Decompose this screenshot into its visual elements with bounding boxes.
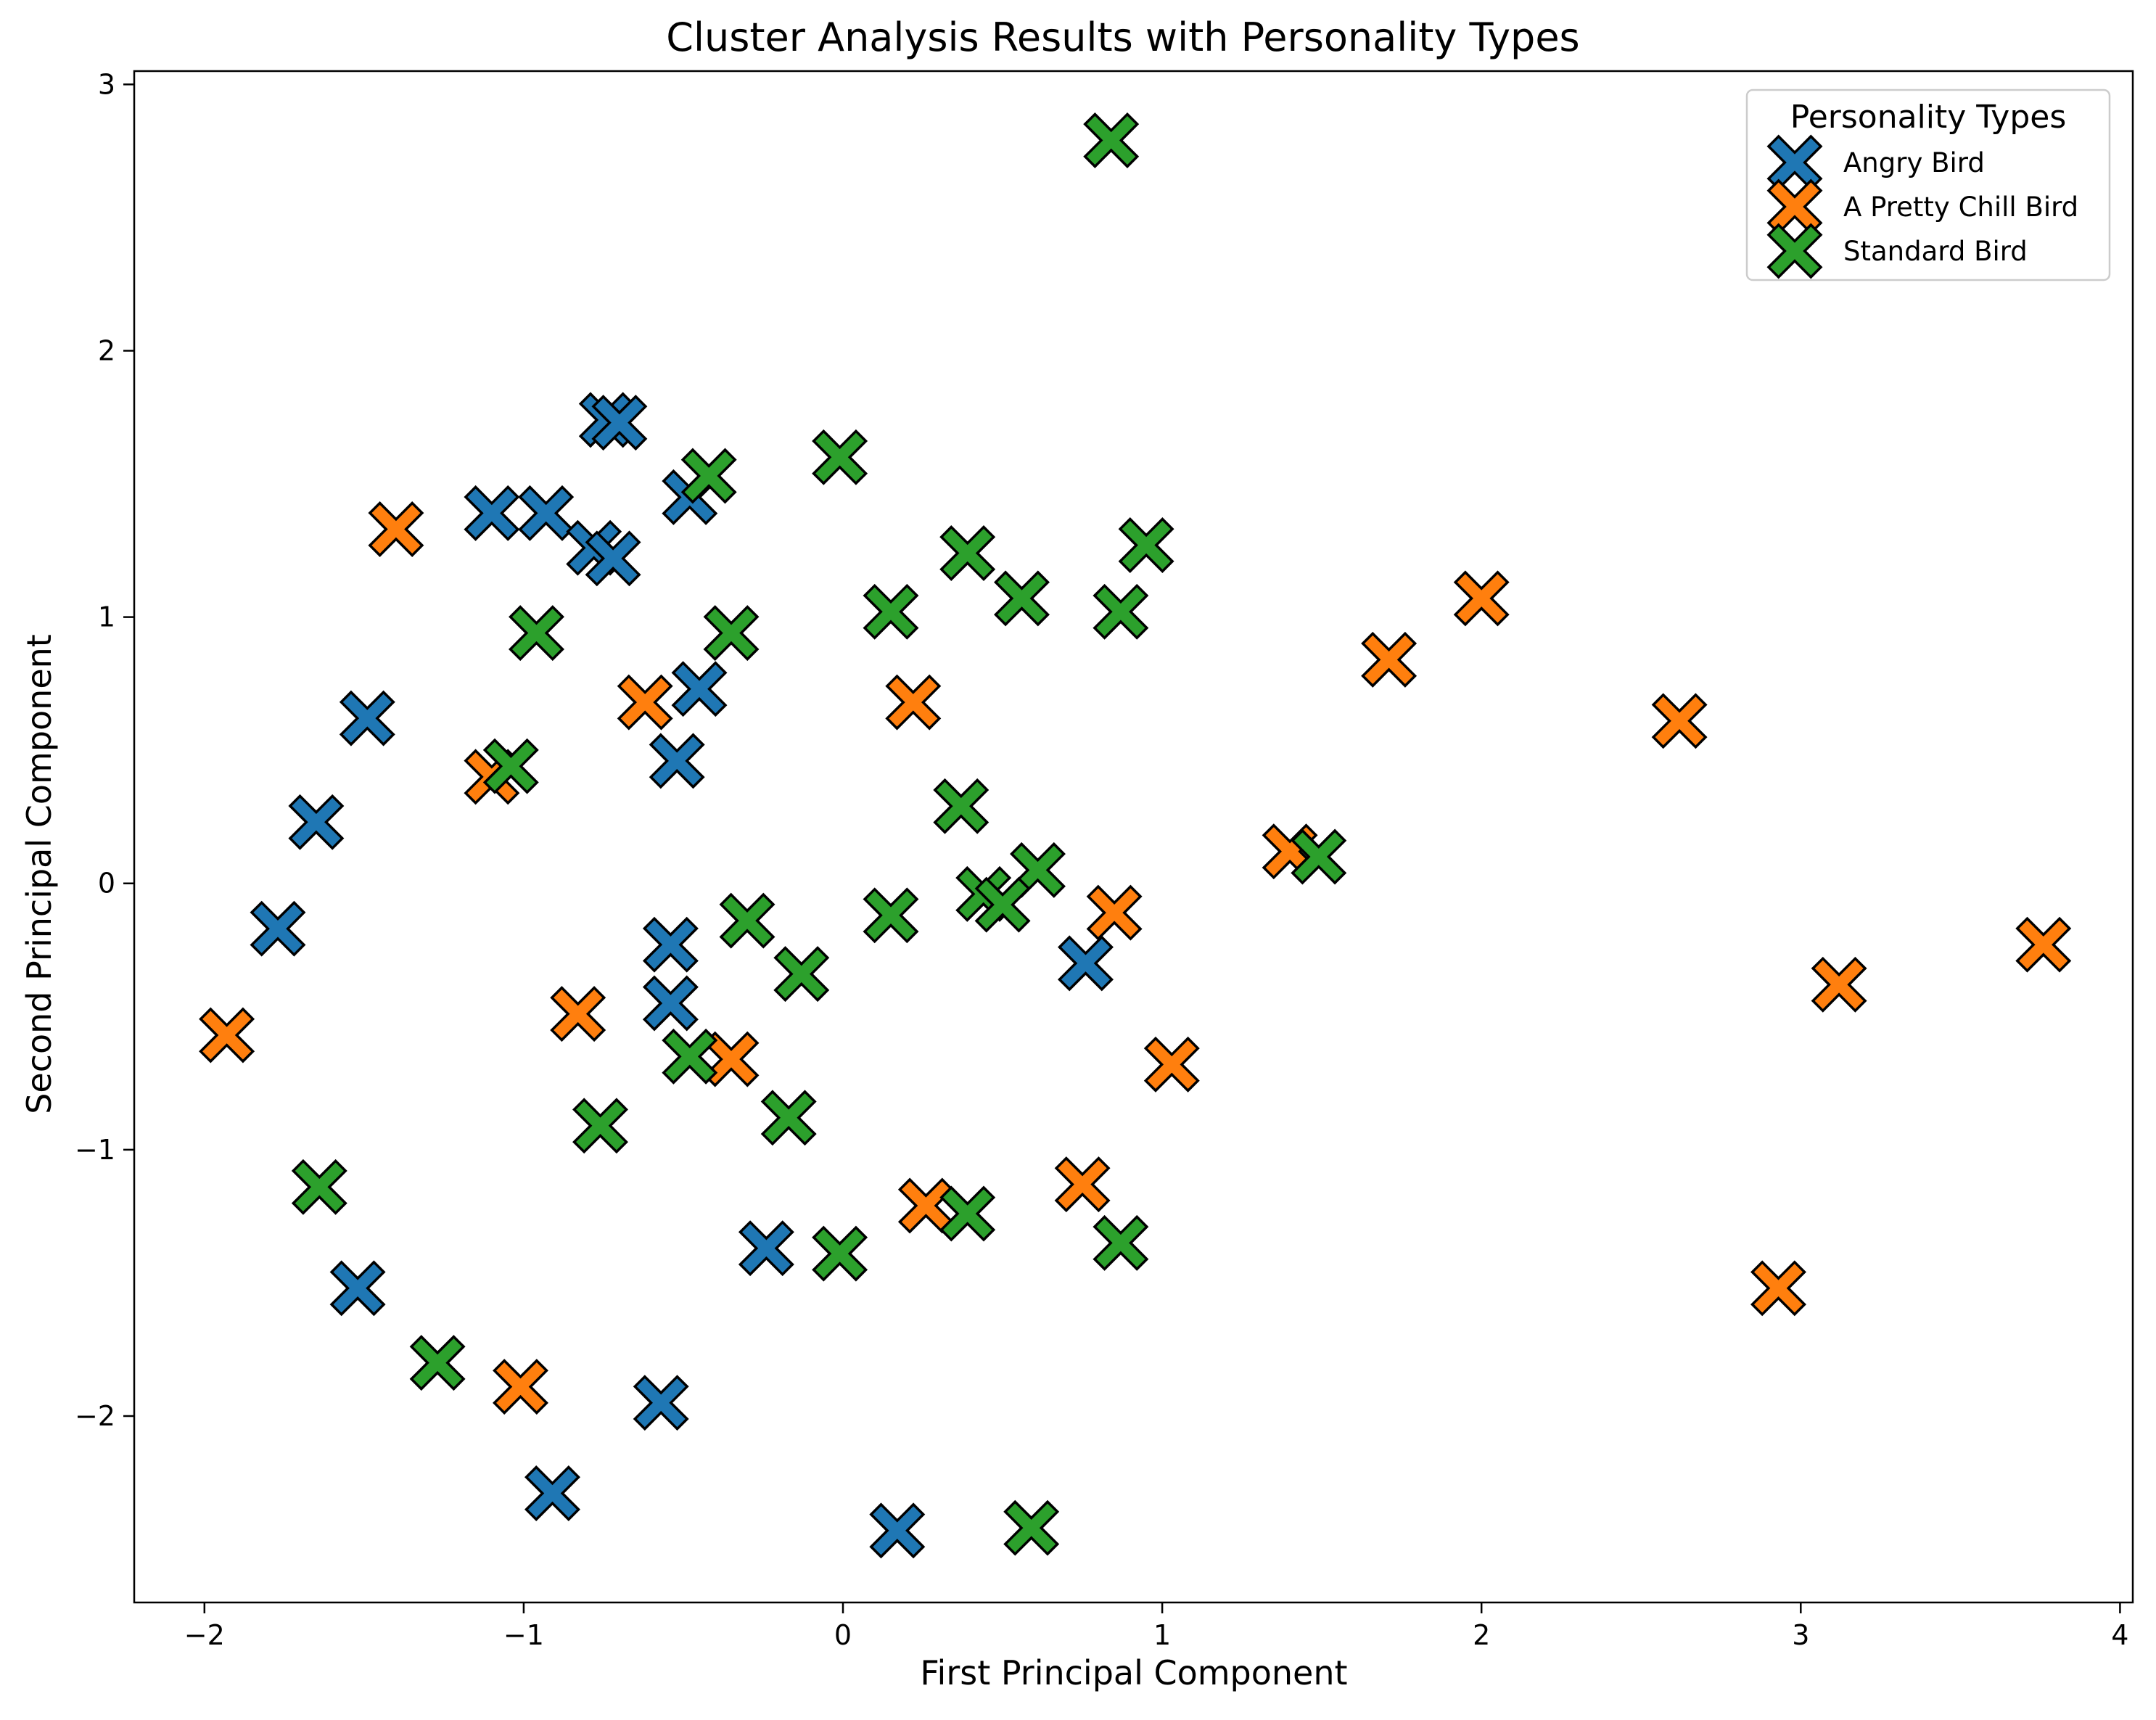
legend-marker [1766, 223, 1823, 279]
data-point [250, 900, 306, 957]
data-point [509, 605, 564, 662]
x-tick-label: 1 [1153, 1619, 1171, 1651]
data-point [812, 1225, 868, 1282]
x-tick-label: −1 [503, 1619, 544, 1651]
legend-title: Personality Types [1790, 99, 2067, 136]
data-point [1143, 1036, 1200, 1093]
series-standard-bird [291, 112, 1347, 1556]
data-points [199, 112, 2072, 1559]
data-point [869, 1502, 926, 1559]
legend-label: A Pretty Chill Bird [1843, 192, 2078, 223]
chart-title: Cluster Analysis Results with Personalit… [666, 15, 1579, 60]
y-axis-label: Second Principal Component [20, 634, 59, 1114]
data-point [760, 1090, 817, 1146]
data-point [1093, 583, 1149, 640]
series-a-pretty-chill-bird [199, 501, 2072, 1415]
data-point [1361, 631, 1418, 688]
data-point [642, 916, 699, 973]
x-axis-label: First Principal Component [920, 1653, 1347, 1692]
data-point [585, 530, 641, 587]
data-point [329, 1260, 386, 1317]
data-point [1750, 1260, 1806, 1317]
x-tick-label: 4 [2111, 1619, 2128, 1651]
data-point [1453, 570, 1510, 627]
data-point [339, 690, 395, 746]
legend-item: Standard Bird [1766, 223, 2028, 279]
data-point [291, 1159, 347, 1215]
y-tick-label: 0 [98, 868, 115, 900]
data-point [493, 1359, 548, 1415]
data-point [642, 975, 699, 1032]
data-point [550, 986, 606, 1042]
data-point [524, 1465, 580, 1521]
x-tick-label: 0 [834, 1619, 852, 1651]
series-angry-bird [250, 392, 1114, 1559]
y-axis-ticks: −2 −1 0 1 2 3 [75, 68, 134, 1432]
legend-items: Angry Bird A Pretty Chill Bird Standard Bi… [1766, 134, 2078, 279]
data-point [1291, 828, 1347, 885]
x-axis-ticks: −2 −1 0 1 2 3 4 [184, 1602, 2128, 1651]
data-point [1093, 1214, 1149, 1271]
data-point [649, 733, 705, 789]
data-point [812, 429, 868, 485]
y-tick-label: −2 [75, 1400, 115, 1432]
data-point [885, 674, 942, 731]
data-point [671, 661, 728, 717]
legend-marker [1766, 178, 1823, 235]
x-tick-label: 3 [1792, 1619, 1809, 1651]
data-point [464, 485, 520, 541]
x-tick-label: −2 [184, 1619, 225, 1651]
data-point [703, 605, 760, 662]
data-point [1003, 1499, 1060, 1556]
data-point [368, 501, 424, 557]
data-point [1811, 956, 1867, 1013]
data-point [994, 570, 1050, 627]
data-point [939, 525, 996, 581]
data-point [199, 1007, 255, 1063]
y-tick-label: 2 [98, 334, 115, 366]
data-point [2015, 916, 2072, 973]
data-point [409, 1335, 466, 1391]
data-point [939, 1185, 996, 1242]
data-point [482, 738, 539, 794]
y-tick-label: 3 [98, 68, 115, 100]
data-point [617, 674, 673, 731]
data-point [719, 892, 775, 949]
legend-item: A Pretty Chill Bird [1766, 178, 2078, 235]
data-point [591, 395, 648, 451]
data-point [863, 887, 919, 944]
data-point [863, 583, 919, 640]
data-point [1651, 693, 1708, 749]
legend-label: Standard Bird [1843, 236, 2028, 267]
plot-area [133, 70, 2134, 1604]
legend-marker [1766, 134, 1823, 191]
data-point [572, 1098, 628, 1154]
data-point [773, 946, 830, 1003]
legend: Personality Types Angry Bird A Pretty Chi… [1745, 89, 2111, 281]
data-point [1054, 1156, 1111, 1213]
data-point [933, 778, 989, 834]
data-point [1118, 517, 1174, 573]
data-point [1086, 884, 1143, 941]
data-point [738, 1220, 794, 1277]
data-point [633, 1375, 689, 1431]
data-point [662, 1028, 718, 1085]
x-tick-label: 2 [1473, 1619, 1490, 1651]
plot-frame [133, 70, 2134, 1604]
data-point [288, 794, 345, 850]
legend-frame [1745, 89, 2111, 281]
y-tick-label: 1 [98, 601, 115, 633]
data-point [1083, 112, 1140, 168]
y-tick-label: −1 [75, 1134, 115, 1166]
data-point [1058, 935, 1114, 992]
data-point [974, 876, 1031, 933]
data-point [680, 448, 737, 504]
legend-label: Angry Bird [1843, 147, 1985, 178]
legend-item: Angry Bird [1766, 134, 1985, 191]
